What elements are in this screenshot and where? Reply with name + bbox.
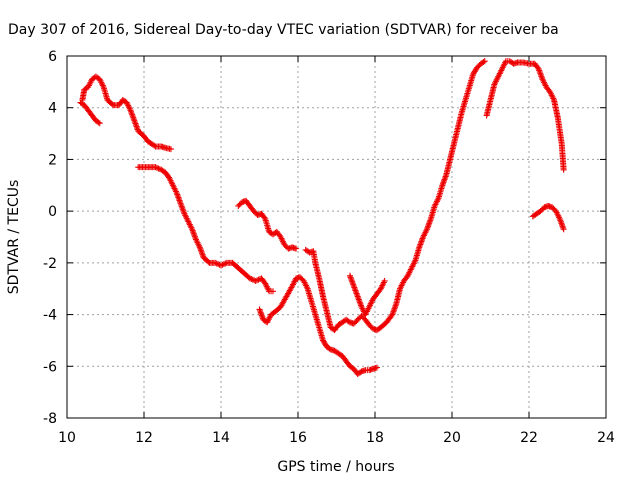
x-axis-label: GPS time / hours — [277, 459, 394, 475]
chart-title: Day 307 of 2016, Sidereal Day-to-day VTE… — [8, 22, 559, 38]
data-point — [151, 142, 158, 149]
data-point — [373, 364, 380, 371]
data-point — [235, 202, 242, 209]
data-point — [475, 63, 482, 70]
series-seg7 — [346, 272, 388, 318]
data-point — [354, 316, 361, 323]
data-point — [326, 345, 333, 352]
data-point — [249, 276, 256, 283]
y-tick-label: 6 — [48, 49, 57, 65]
data-point — [250, 208, 257, 215]
y-tick-label: 4 — [48, 101, 57, 117]
y-tick-label: -4 — [43, 308, 57, 324]
data-point — [358, 312, 365, 319]
data-point — [215, 261, 222, 268]
x-tick-label: 20 — [443, 430, 461, 446]
data-point — [153, 164, 160, 171]
data-point — [236, 201, 243, 208]
data-point — [219, 261, 226, 268]
data-point — [352, 319, 359, 326]
data-point — [220, 261, 227, 268]
data-point — [355, 315, 362, 322]
data-point — [155, 165, 162, 172]
data-point — [252, 277, 259, 284]
data-series — [77, 58, 567, 378]
x-tick-label: 14 — [212, 430, 230, 446]
x-tick-label: 16 — [289, 430, 307, 446]
data-point — [95, 119, 102, 126]
data-point — [366, 321, 373, 328]
series-seg3 — [135, 164, 276, 295]
x-tick-label: 22 — [520, 430, 538, 446]
data-point — [261, 214, 268, 221]
data-point — [293, 245, 300, 252]
y-tick-label: 0 — [48, 204, 57, 220]
data-point — [218, 262, 224, 269]
data-point — [281, 241, 288, 248]
plot-frame — [66, 55, 607, 419]
data-point — [353, 318, 360, 325]
y-axis-label: SDTVAR / TECUs — [6, 180, 22, 295]
data-point — [560, 226, 567, 233]
x-tick-label: 18 — [366, 430, 384, 446]
data-point — [480, 59, 487, 66]
data-point — [350, 320, 357, 327]
series-seg8 — [483, 58, 567, 173]
data-point — [560, 166, 567, 173]
y-tick-label: 2 — [48, 152, 57, 168]
data-point — [254, 277, 261, 284]
series-seg2 — [77, 99, 103, 127]
data-point — [96, 120, 103, 127]
data-point — [296, 274, 303, 281]
y-tick-label: -2 — [43, 256, 57, 272]
data-point — [298, 275, 305, 282]
data-point — [222, 260, 229, 267]
data-point — [246, 275, 253, 282]
series-seg5 — [256, 274, 380, 378]
y-tick-label: -6 — [43, 359, 57, 375]
x-tick-label: 24 — [597, 430, 615, 446]
data-point — [549, 204, 556, 211]
data-point — [252, 209, 259, 216]
series-seg4 — [235, 197, 300, 252]
data-point — [381, 277, 388, 284]
y-tick-label: -8 — [43, 411, 57, 427]
series-seg9 — [529, 202, 567, 233]
series-seg6 — [302, 58, 488, 334]
data-point — [213, 260, 220, 267]
data-point — [357, 369, 364, 376]
data-point — [481, 58, 488, 65]
data-point — [152, 164, 159, 171]
x-tick-label: 10 — [58, 430, 76, 446]
data-point — [537, 208, 544, 215]
data-point — [248, 276, 255, 283]
data-point — [282, 243, 289, 250]
grid-lines — [67, 56, 606, 418]
data-point — [474, 64, 481, 71]
series-seg1 — [79, 73, 174, 153]
data-point — [359, 314, 366, 321]
data-point — [212, 259, 219, 266]
x-tick-label: 12 — [135, 430, 153, 446]
data-point — [167, 146, 174, 153]
data-point — [538, 206, 545, 213]
data-point — [550, 205, 557, 212]
data-point — [345, 318, 352, 325]
data-point — [269, 288, 276, 295]
data-point — [109, 101, 116, 108]
data-point — [367, 323, 374, 330]
data-point — [205, 258, 212, 265]
